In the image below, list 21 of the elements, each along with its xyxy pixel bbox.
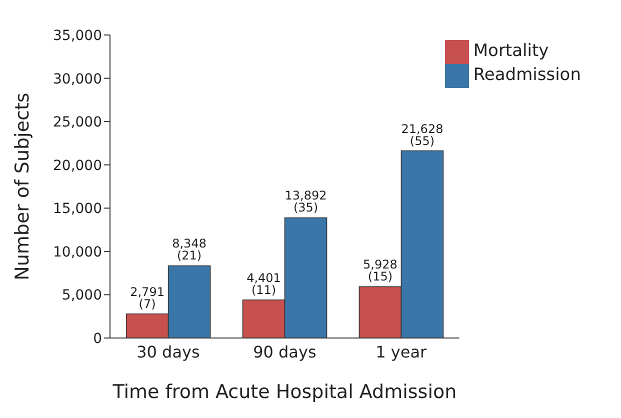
data-label: 2,791 (7): [130, 284, 164, 311]
y-tick-label: 30,000: [53, 71, 102, 88]
data-label: 13,892 (35): [284, 188, 327, 215]
y-tick-label: 15,000: [53, 201, 102, 218]
y-tick-label: 20,000: [53, 158, 102, 174]
data-label: 8,348 (21): [172, 236, 206, 263]
x-axis-title: Time from Acute Hospital Admission: [112, 381, 457, 403]
legend-label: Readmission: [473, 65, 581, 86]
y-axis-title: Number of Subjects: [12, 92, 34, 280]
y-tick-label: 10,000: [53, 244, 102, 260]
y-tick-label: 25,000: [53, 114, 102, 131]
data-label: 4,401 (11): [246, 270, 281, 297]
legend-label: Mortality: [473, 41, 549, 62]
y-tick-label: 35,000: [53, 28, 102, 44]
data-label: 5,928 (15): [363, 258, 398, 284]
y-tick-label: 0: [93, 330, 102, 347]
x-tick-label: 1 year: [376, 342, 428, 362]
y-tick-label: 5,000: [62, 288, 102, 304]
data-label: 21,628 (55): [401, 122, 444, 148]
x-tick-label: 30 days: [136, 342, 200, 362]
x-tick-label: 90 days: [253, 342, 316, 362]
